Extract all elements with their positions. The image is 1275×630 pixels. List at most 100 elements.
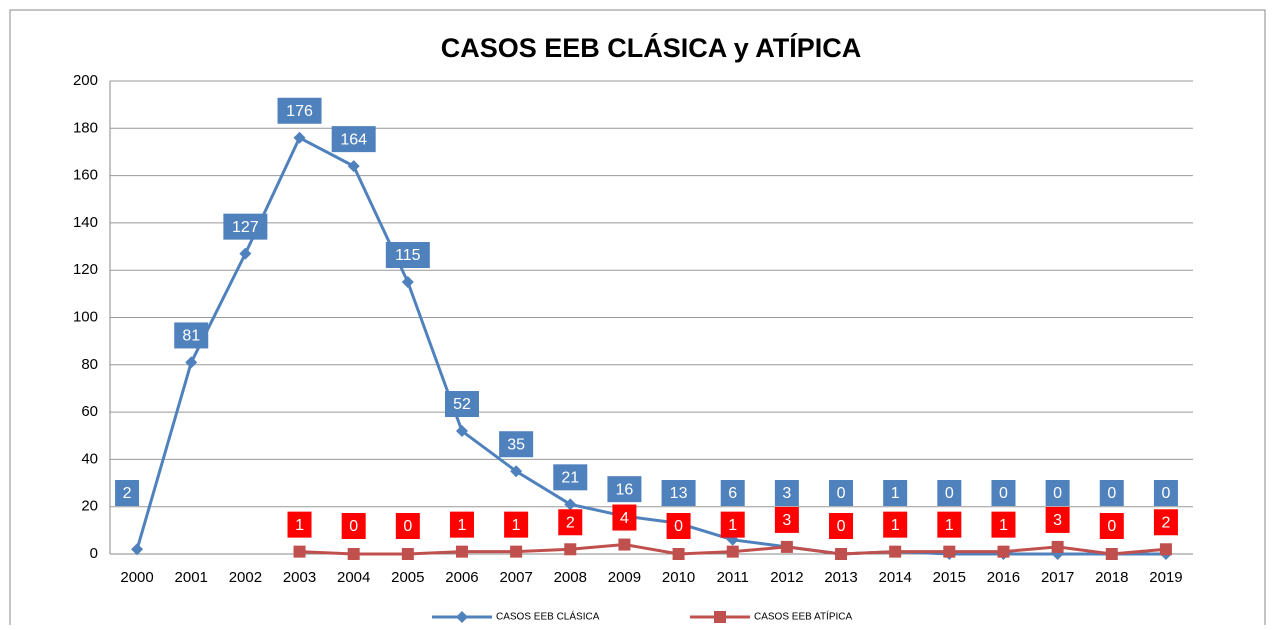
point <box>293 131 306 144</box>
point <box>401 276 414 289</box>
x-tick-label: 2002 <box>229 569 262 586</box>
data-label: 3 <box>782 512 791 529</box>
legend-label: CASOS EEB CLÁSICA <box>496 610 600 623</box>
x-tick-label: 2003 <box>283 569 316 586</box>
data-label-box <box>223 213 268 240</box>
x-tick-label: 2000 <box>120 569 153 586</box>
x-tick-label: 2006 <box>445 569 478 586</box>
point <box>943 545 956 558</box>
x-tick-label: 2018 <box>1095 569 1128 586</box>
point <box>618 538 631 551</box>
x-tick-label: 2004 <box>337 569 370 586</box>
series-line <box>135 135 1166 556</box>
data-label: 176 <box>286 103 313 120</box>
data-label: 0 <box>674 518 683 535</box>
point <box>1051 540 1064 553</box>
data-label-box <box>1153 480 1178 506</box>
data-label-box <box>1045 480 1070 506</box>
data-label: 16 <box>616 481 634 498</box>
point <box>185 356 198 369</box>
point <box>672 548 685 560</box>
data-label: 1 <box>512 517 521 534</box>
chart-title: CASOS EEB CLÁSICA y ATÍPICA <box>441 32 862 63</box>
data-label-box <box>666 513 691 539</box>
point <box>1159 543 1172 556</box>
x-tick-label: 2014 <box>878 569 911 586</box>
y-tick-label: 200 <box>73 72 98 89</box>
point <box>510 465 523 478</box>
data-label-box <box>504 511 529 538</box>
data-label: 0 <box>1107 518 1116 535</box>
data-label-box <box>720 511 745 538</box>
y-tick-label: 0 <box>90 545 98 562</box>
point <box>455 425 468 438</box>
point <box>239 247 252 260</box>
point <box>455 545 468 558</box>
point <box>347 548 360 560</box>
data-label-box <box>331 126 376 153</box>
data-label-box <box>991 480 1016 506</box>
data-label: 0 <box>837 485 846 502</box>
data-label: 1 <box>458 517 467 534</box>
data-label-box <box>774 480 799 506</box>
data-label-box <box>883 480 908 506</box>
data-label-box <box>1153 509 1178 536</box>
x-tick-label: 2015 <box>933 569 966 586</box>
data-label: 2 <box>123 485 132 502</box>
point <box>401 548 414 560</box>
x-tick-label: 2005 <box>391 569 424 586</box>
data-label: 6 <box>728 485 737 502</box>
data-label-box <box>1099 480 1124 506</box>
data-label: 0 <box>1053 485 1062 502</box>
point <box>347 160 360 173</box>
point <box>456 611 468 623</box>
data-label: 0 <box>837 518 846 535</box>
data-label: 3 <box>1053 512 1062 529</box>
data-label: 0 <box>403 518 412 535</box>
data-label-box <box>385 242 430 269</box>
x-tick-label: 2019 <box>1149 569 1182 586</box>
data-label: 115 <box>395 247 421 264</box>
data-label-box <box>937 511 962 538</box>
data-label-box <box>1099 513 1124 539</box>
data-label: 1 <box>999 517 1008 534</box>
data-label-box <box>612 504 637 531</box>
data-label-box <box>883 511 908 538</box>
data-label-box <box>607 476 642 503</box>
data-label-box <box>829 480 854 506</box>
data-label-box <box>558 509 583 536</box>
data-label-box <box>829 513 854 539</box>
y-tick-label: 160 <box>73 167 98 184</box>
y-tick-label: 80 <box>81 356 98 373</box>
y-tick-label: 20 <box>81 498 98 515</box>
x-tick-label: 2007 <box>499 569 532 586</box>
data-label: 2 <box>566 514 575 531</box>
data-label: 13 <box>670 485 688 502</box>
data-label: 0 <box>349 518 358 535</box>
x-tick-label: 2008 <box>554 569 587 586</box>
point <box>131 543 144 556</box>
data-label: 0 <box>945 485 954 502</box>
y-tick-label: 40 <box>81 450 98 467</box>
x-tick-label: 2012 <box>770 569 803 586</box>
y-tick-label: 100 <box>73 308 98 325</box>
data-label: 2 <box>1161 514 1170 531</box>
data-label-box <box>661 480 696 506</box>
data-label-box <box>499 431 534 458</box>
x-tick-label: 2016 <box>987 569 1020 586</box>
data-label-box <box>991 511 1016 538</box>
point <box>564 498 577 511</box>
x-tick-label: 2011 <box>717 569 749 586</box>
data-label-box <box>444 391 479 418</box>
x-tick-label: 2017 <box>1041 569 1074 586</box>
y-tick-label: 140 <box>73 214 98 231</box>
data-label: 164 <box>340 131 367 148</box>
point <box>997 545 1010 558</box>
data-label: 1 <box>891 517 900 534</box>
data-label-box <box>553 464 588 491</box>
legend-label: CASOS EEB ATÍPICA <box>754 610 853 623</box>
data-label: 1 <box>728 517 737 534</box>
data-label: 21 <box>561 470 579 487</box>
data-label: 1 <box>295 517 304 534</box>
data-label-box <box>937 480 962 506</box>
